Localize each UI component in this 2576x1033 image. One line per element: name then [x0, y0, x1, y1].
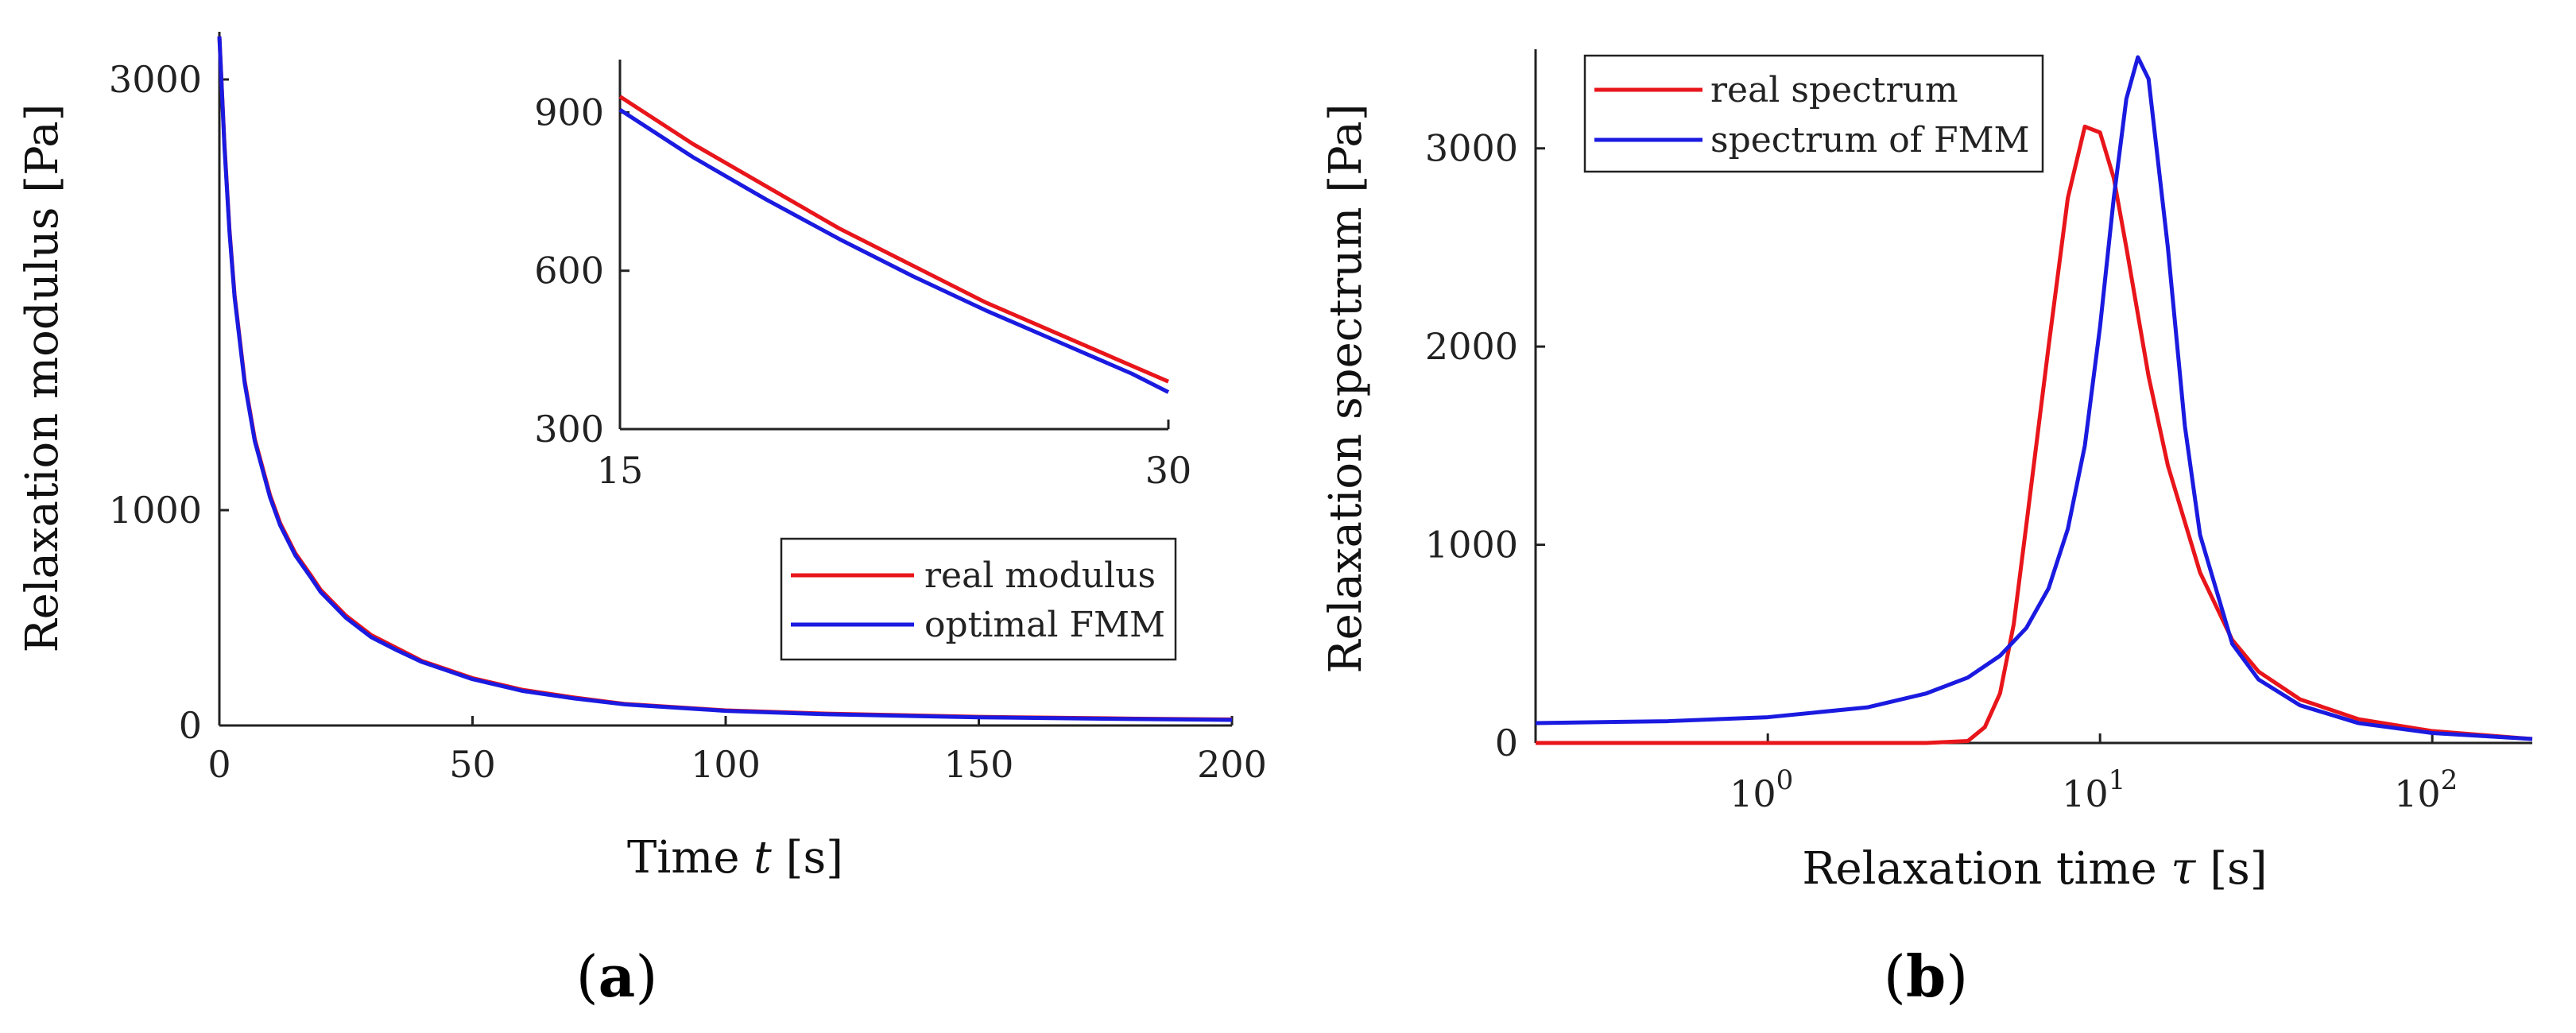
panel-a-label: (a) [576, 942, 658, 1010]
panel-b-x-tick-label: 101 [2062, 764, 2125, 815]
panel-a-x-tick-label: 100 [691, 743, 761, 786]
series-line-optimal-fmm [217, 36, 1233, 722]
panel-a-x-tick-label: 50 [449, 743, 496, 786]
panel-b-y-tick-label: 2000 [1425, 325, 1518, 368]
panel-a-x-tick-label: 200 [1197, 743, 1267, 786]
legend-label-optimal-fmm: optimal FMM [924, 605, 1165, 645]
inset-y-tick-label: 600 [534, 250, 604, 292]
inset-x-tick-label: 15 [597, 449, 644, 492]
panel-a-inset: 15 30 300 600 900 [534, 60, 1191, 492]
inset-series-line-real-modulus [618, 95, 1169, 384]
inset-y-tick-label: 300 [534, 408, 604, 451]
panel-b-y-label: Relaxation spectrum [Pa] [1320, 103, 1372, 673]
panel-b-y-tick-label: 1000 [1425, 524, 1518, 567]
panel-a-x-label: Time t [s] [627, 832, 843, 884]
legend-label-real-modulus: real modulus [924, 555, 1156, 596]
panel-a-x-tick-label: 150 [944, 743, 1014, 786]
panel-a-y-tick-label: 1000 [109, 489, 202, 532]
panel-a-y-tick-label: 3000 [109, 58, 202, 101]
inset-series-line-optimal-fmm [618, 108, 1170, 394]
series-line-real-spectrum [1536, 124, 2533, 745]
panel-b: 100 101 102 0 1000 2000 3000 real spectrum spe… [1320, 49, 2533, 1010]
panel-a-y-tick-label: 0 [179, 704, 202, 747]
panel-a-legend: real modulus optimal FMM [780, 537, 1177, 661]
panel-b-label: (b) [1884, 942, 1969, 1010]
inset-y-tick-label: 900 [534, 91, 604, 133]
series-line-spectrum-of-fmm [1535, 55, 2533, 741]
legend-label-real-spectrum: real spectrum [1710, 70, 1958, 110]
panel-a-x-tick-label: 0 [207, 743, 230, 786]
inset-x-tick-label: 30 [1145, 449, 1192, 492]
panel-b-y-tick-label: 0 [1495, 722, 1518, 764]
legend-box [780, 537, 1177, 661]
panel-a-y-label: Relaxation modulus [Pa] [17, 103, 68, 652]
panel-b-y-tick-label: 3000 [1425, 127, 1518, 170]
legend-box [1583, 54, 2044, 173]
panel-b-x-tick-label: 100 [1730, 764, 1793, 815]
legend-label-spectrum-of-fmm: spectrum of FMM [1710, 120, 2030, 161]
panel-b-x-label: Relaxation time τ [s] [1802, 843, 2267, 895]
panel-a: 0 50 100 150 200 0 1000 3000 15 30 300 600 900 real… [17, 32, 1267, 1010]
panel-b-legend: real spectrum spectrum of FMM [1583, 54, 2044, 173]
panel-b-x-tick-label: 102 [2394, 764, 2458, 815]
